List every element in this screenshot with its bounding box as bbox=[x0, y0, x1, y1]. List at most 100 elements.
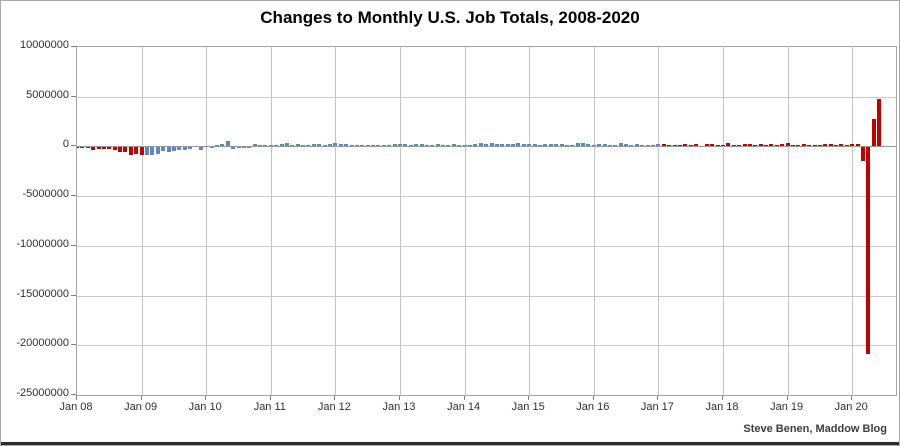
bar bbox=[834, 144, 839, 147]
h-gridline bbox=[77, 295, 896, 297]
bar bbox=[726, 143, 731, 147]
bar bbox=[807, 145, 812, 147]
bar bbox=[764, 145, 769, 147]
y-tick-mark bbox=[71, 394, 76, 395]
bar bbox=[150, 147, 155, 156]
bar bbox=[91, 147, 96, 150]
bar bbox=[284, 142, 289, 147]
bar bbox=[672, 144, 677, 147]
bar bbox=[694, 144, 699, 147]
bar bbox=[198, 147, 203, 151]
x-tick-mark bbox=[205, 396, 207, 400]
x-tick-label: Jan 18 bbox=[705, 401, 739, 413]
bar bbox=[564, 144, 569, 147]
bar bbox=[220, 143, 225, 147]
x-tick-mark bbox=[722, 396, 723, 400]
bar bbox=[387, 145, 392, 147]
h-gridline bbox=[77, 245, 896, 247]
bar bbox=[704, 143, 709, 147]
y-tick-label: -20000000 bbox=[16, 337, 69, 350]
y-tick-label: -5000000 bbox=[22, 188, 70, 201]
bar bbox=[618, 143, 623, 147]
bar bbox=[467, 144, 472, 147]
x-tick-mark bbox=[851, 396, 853, 400]
bar bbox=[478, 143, 483, 147]
y-tick-mark bbox=[71, 244, 76, 246]
bar bbox=[570, 145, 575, 147]
bar bbox=[182, 147, 187, 150]
bar bbox=[171, 147, 176, 151]
v-gridline bbox=[206, 47, 208, 395]
bar bbox=[301, 145, 306, 147]
bar bbox=[667, 145, 672, 147]
bar bbox=[441, 144, 446, 147]
bar bbox=[747, 144, 752, 147]
bar bbox=[414, 144, 419, 147]
y-tick-label: -25000000 bbox=[16, 387, 69, 399]
bar bbox=[645, 144, 650, 147]
bar bbox=[796, 144, 801, 147]
bar bbox=[101, 147, 106, 150]
bar bbox=[516, 143, 521, 147]
y-tick-label: -10000000 bbox=[16, 237, 69, 250]
bar bbox=[451, 143, 456, 147]
bar bbox=[177, 147, 182, 150]
bar bbox=[371, 144, 376, 147]
bar bbox=[521, 143, 526, 147]
bar bbox=[591, 145, 596, 147]
y-tick-label: 10000000 bbox=[20, 39, 69, 51]
bar bbox=[731, 144, 736, 147]
bar bbox=[677, 144, 682, 147]
v-gridline bbox=[593, 47, 595, 395]
v-gridline bbox=[335, 47, 337, 395]
bar bbox=[774, 145, 779, 147]
h-gridline bbox=[77, 345, 896, 347]
x-tick-label: Jan 20 bbox=[834, 401, 868, 413]
bar bbox=[462, 144, 467, 147]
bar bbox=[548, 143, 553, 147]
bar bbox=[134, 147, 139, 155]
bar bbox=[554, 144, 559, 147]
bar bbox=[484, 144, 489, 147]
bar bbox=[839, 143, 844, 147]
source-credit: Steve Benen, Maddow Blog bbox=[743, 423, 887, 435]
bottom-edge-strip bbox=[1, 442, 899, 445]
bar bbox=[817, 144, 822, 147]
bar bbox=[640, 145, 645, 147]
bar bbox=[823, 144, 828, 147]
y-tick-label: 0 bbox=[62, 138, 69, 151]
x-tick-label: Jan 11 bbox=[253, 401, 286, 413]
x-tick-mark bbox=[463, 396, 465, 400]
v-gridline bbox=[723, 47, 724, 395]
v-gridline bbox=[787, 47, 789, 395]
bar bbox=[855, 143, 860, 147]
x-tick-label: Jan 08 bbox=[59, 401, 93, 413]
bar bbox=[753, 144, 758, 147]
bar bbox=[737, 144, 742, 147]
bar bbox=[575, 143, 580, 147]
bar bbox=[236, 147, 241, 149]
bar bbox=[683, 144, 688, 147]
bar bbox=[581, 143, 586, 147]
bar bbox=[258, 145, 263, 147]
bar bbox=[812, 144, 817, 147]
bar bbox=[424, 144, 429, 147]
x-tick-label: Jan 15 bbox=[511, 401, 545, 413]
bar bbox=[511, 144, 516, 147]
bar bbox=[543, 143, 548, 147]
bar bbox=[500, 144, 505, 147]
bar bbox=[473, 143, 478, 147]
bar bbox=[489, 143, 494, 147]
bar bbox=[279, 144, 284, 147]
bar bbox=[435, 143, 440, 147]
bar bbox=[586, 143, 591, 147]
bar bbox=[871, 119, 876, 147]
bar bbox=[408, 145, 413, 147]
x-tick-mark bbox=[528, 396, 530, 400]
bar bbox=[532, 143, 537, 147]
bar bbox=[344, 144, 349, 147]
bar bbox=[349, 145, 354, 147]
bar bbox=[360, 145, 365, 147]
bar bbox=[306, 145, 311, 147]
y-tick-mark bbox=[71, 294, 76, 296]
